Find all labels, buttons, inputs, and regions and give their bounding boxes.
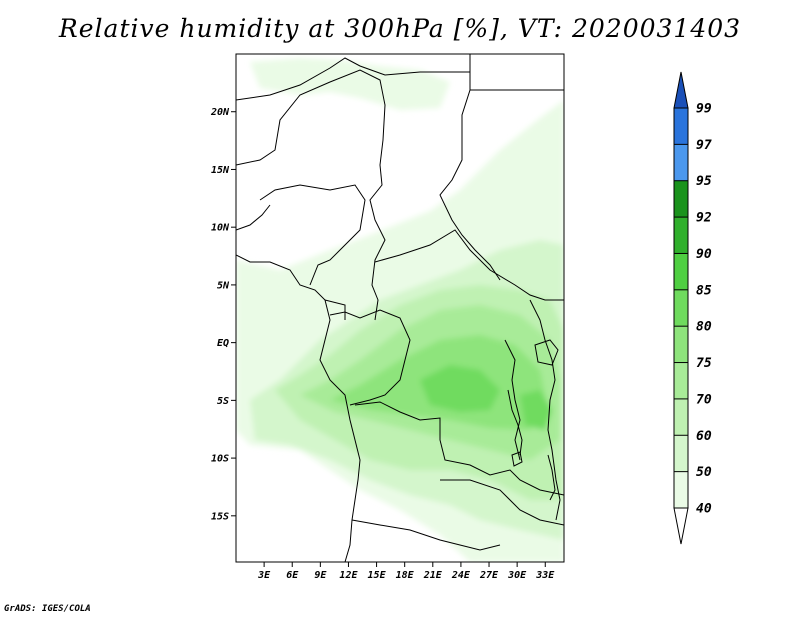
colorbar-segment [674,289,688,327]
lat-tick-label: 15N [211,165,230,176]
border-congo [329,309,411,406]
colorbar-segment [674,398,688,436]
lake-tanganyika [507,389,523,456]
colorbar-label: 90 [696,247,712,262]
border-east-lakes [504,339,521,461]
colorbar-segment [674,180,688,218]
colorbar-label: 70 [696,392,712,407]
lat-tick-label: 10N [211,223,230,234]
lon-ticks: 3E 6E 9E 12E 15E 18E 21E 24E 27E 30E 33E [257,562,555,581]
humidity-field [236,58,564,562]
colorbar-label: 80 [696,320,712,335]
colorbar-label: 92 [696,211,712,226]
colorbar-segment [674,108,688,145]
colorbar-label: 75 [696,356,712,371]
colorbar-label: 60 [696,429,712,444]
colorbar-label: 99 [696,102,712,117]
border-east-2 [529,299,561,521]
border-zambia [440,479,564,526]
colorbar-segment [674,326,688,363]
country-borders [236,54,564,562]
humidity-region-light-band [380,100,564,255]
border-drc-south [354,401,564,496]
colorbar: 40 50 60 70 75 80 85 90 92 95 97 99 [673,71,712,545]
lon-tick-label: 24E [451,570,471,581]
colorbar-label: 40 [696,502,712,517]
lake-victoria [534,339,559,366]
lon-tick-label: 33E [535,570,555,581]
lon-tick-label: 30E [507,570,527,581]
humidity-region-80 [420,365,500,412]
humidity-region-80-east [520,390,552,430]
colorbar-segment [674,471,688,508]
colorbar-segment [674,362,688,399]
lat-tick-label: 5N [217,280,230,291]
border-west-coast-2 [236,204,271,231]
colorbar-label: 97 [696,138,712,153]
border-nigeria [259,184,366,286]
colorbar-label: 50 [696,465,712,480]
lat-tick-label: 20N [210,107,230,118]
lon-tick-label: 6E [286,570,299,581]
colorbar-segment [674,144,688,181]
lat-tick-label: 15S [211,511,229,522]
lon-tick-label: 3E [257,570,271,581]
lon-tick-label: 18E [396,570,415,581]
colorbar-segment [674,435,688,472]
lake-mweru [511,451,523,467]
lake-malawi [547,454,556,501]
border-car [374,229,564,301]
lon-tick-label: 27E [479,570,499,581]
lon-tick-label: 9E [314,570,327,581]
border-sahara-north [236,54,471,101]
border-gabon [324,299,346,320]
lat-tick-label: 5S [217,396,229,407]
colorbar-segment [674,217,688,254]
colorbar-below-triangle [673,507,689,545]
chart-title: Relative humidity at 300hPa [%], VT: 202… [58,14,742,43]
border-angola [351,519,501,551]
lat-tick-label: EQ [217,338,229,349]
colorbar-segment [674,253,688,290]
lon-tick-label: 15E [368,570,387,581]
border-central [236,69,386,321]
lat-ticks: 20N 15N 10N 5N EQ 5S 10S 15S [210,107,236,522]
colorbar-label: 95 [696,174,712,189]
lon-tick-label: 21E [423,570,443,581]
lat-tick-label: 10S [211,454,229,465]
colorbar-above-triangle [673,71,689,109]
humidity-region-light-north [250,58,450,110]
border-chad-east [439,72,501,281]
credit-text: GrADS: IGES/COLA [4,604,91,614]
map-frame [235,53,565,563]
lon-tick-label: 12E [339,570,358,581]
coastline-west [236,254,361,562]
colorbar-label: 85 [696,283,712,298]
